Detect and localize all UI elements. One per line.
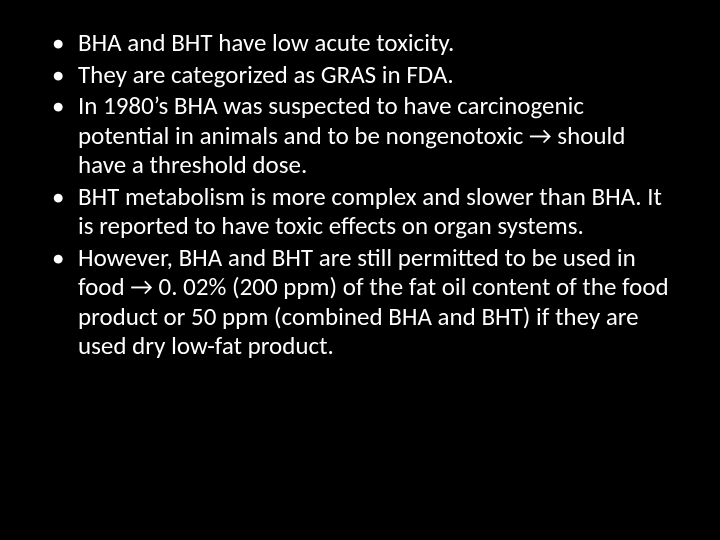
list-item: However, BHA and BHT are still permitted… [48,243,672,361]
list-item: In 1980’s BHA was suspected to have carc… [48,91,672,180]
list-item: BHA and BHT have low acute toxicity. [48,28,672,58]
list-item: They are categorized as GRAS in FDA. [48,60,672,90]
slide: BHA and BHT have low acute toxicity. The… [0,0,720,540]
bullet-list: BHA and BHT have low acute toxicity. The… [48,28,672,361]
list-item: BHT metabolism is more complex and slowe… [48,182,672,241]
